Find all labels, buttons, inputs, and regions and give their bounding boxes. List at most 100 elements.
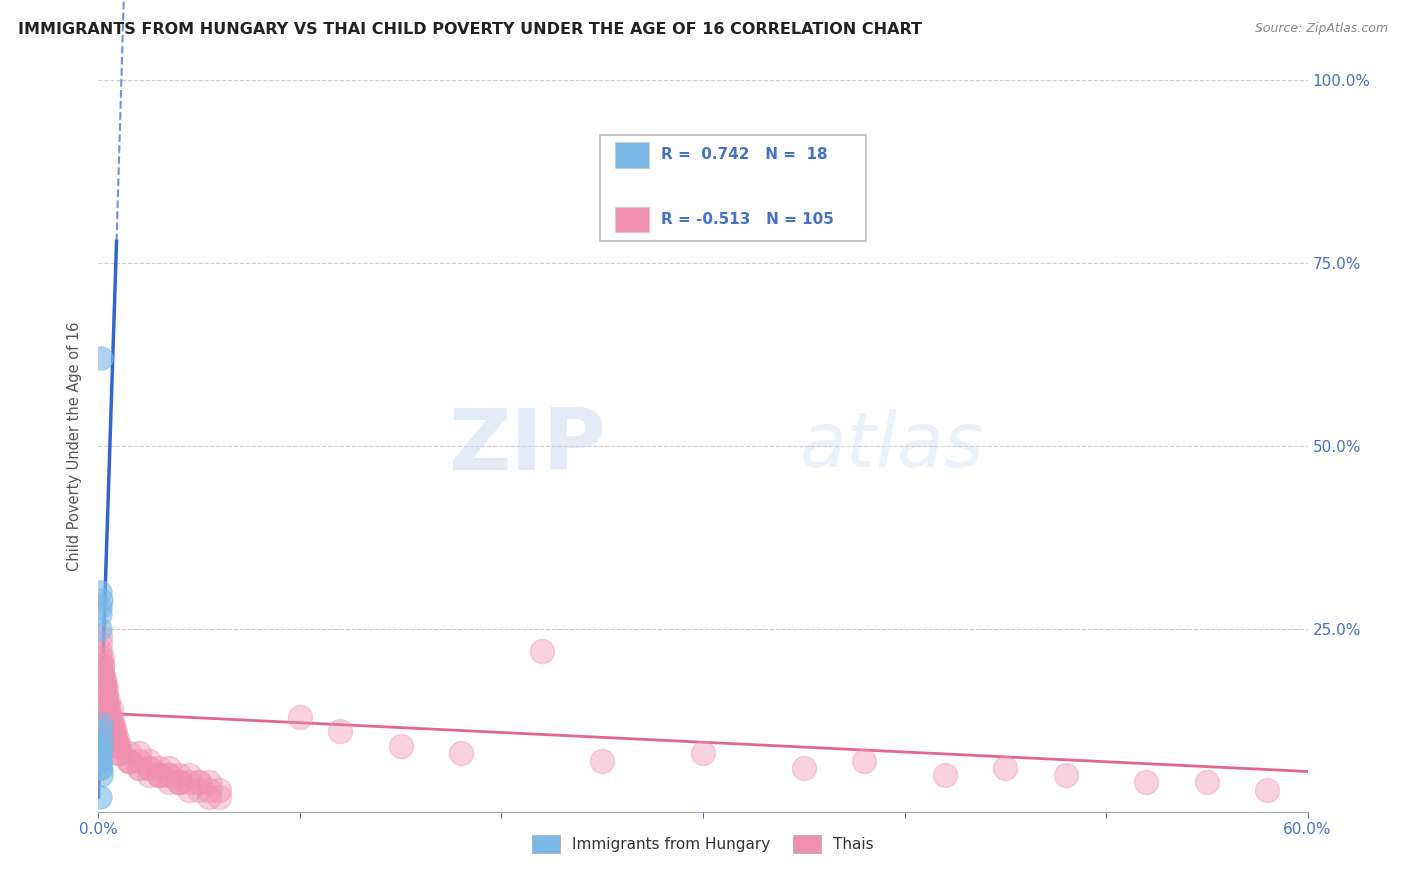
Point [103, 724, 125, 739]
Point [105, 739, 128, 753]
Point [1195, 775, 1218, 789]
Point [118, 746, 141, 760]
Point [450, 746, 472, 760]
Point [157, 775, 180, 789]
Text: R =  0.742   N =  18: R = 0.742 N = 18 [661, 147, 827, 162]
FancyBboxPatch shape [600, 135, 866, 241]
Point [118, 754, 141, 768]
Point [89, 790, 111, 805]
Point [93, 695, 115, 709]
Point [90, 739, 112, 753]
Point [128, 761, 150, 775]
Point [91, 673, 114, 687]
Point [148, 768, 170, 782]
Point [89, 761, 111, 775]
Text: R = -0.513   N = 105: R = -0.513 N = 105 [661, 211, 834, 227]
Point [100, 717, 122, 731]
Point [101, 724, 124, 739]
Point [90, 592, 112, 607]
Point [148, 768, 170, 782]
Point [96, 681, 118, 695]
Point [93, 673, 115, 687]
Point [90, 768, 112, 782]
Point [100, 717, 122, 731]
Point [97, 695, 120, 709]
Point [89, 754, 111, 768]
Point [90, 731, 112, 746]
Point [994, 761, 1017, 775]
Point [288, 709, 311, 723]
Point [107, 746, 129, 760]
Point [157, 768, 180, 782]
Point [91, 651, 114, 665]
Bar [614, 207, 648, 233]
Point [148, 768, 170, 782]
Point [138, 761, 160, 775]
Point [107, 746, 129, 760]
Point [105, 731, 128, 746]
Point [148, 761, 170, 775]
Point [89, 665, 111, 680]
Point [91, 658, 114, 673]
Point [208, 790, 231, 805]
Point [138, 761, 160, 775]
Point [198, 782, 221, 797]
Point [89, 644, 111, 658]
Point [89, 651, 111, 665]
Point [89, 724, 111, 739]
Point [101, 724, 124, 739]
Text: atlas: atlas [800, 409, 984, 483]
Point [89, 629, 111, 643]
Text: Source: ZipAtlas.com: Source: ZipAtlas.com [1254, 22, 1388, 36]
Point [89, 622, 111, 636]
Point [103, 731, 125, 746]
Point [198, 790, 221, 805]
Point [530, 644, 553, 658]
Point [93, 688, 115, 702]
Bar [614, 143, 648, 168]
Point [179, 775, 201, 789]
Point [1135, 775, 1157, 789]
Point [157, 761, 180, 775]
Point [103, 731, 125, 746]
Point [103, 731, 125, 746]
Point [93, 673, 115, 687]
Point [89, 673, 111, 687]
Point [853, 754, 876, 768]
Point [90, 761, 112, 775]
Point [198, 775, 221, 789]
Point [692, 746, 714, 760]
Point [208, 782, 231, 797]
Point [93, 681, 115, 695]
Point [128, 746, 150, 760]
Text: ZIP: ZIP [449, 404, 606, 488]
Point [101, 717, 124, 731]
Point [89, 607, 111, 622]
Point [128, 754, 150, 768]
Point [89, 585, 111, 599]
Point [188, 775, 211, 789]
Point [138, 754, 160, 768]
Point [1256, 782, 1278, 797]
Point [89, 636, 111, 650]
Point [89, 746, 111, 760]
Point [118, 754, 141, 768]
Point [329, 724, 352, 739]
Point [96, 695, 118, 709]
Point [188, 775, 211, 789]
Y-axis label: Child Poverty Under the Age of 16: Child Poverty Under the Age of 16 [67, 321, 83, 571]
Point [90, 717, 112, 731]
Point [105, 739, 128, 753]
Point [93, 681, 115, 695]
Point [96, 688, 118, 702]
Point [97, 709, 120, 723]
Point [179, 768, 201, 782]
Point [96, 702, 118, 716]
Point [89, 754, 111, 768]
Point [91, 665, 114, 680]
Point [118, 754, 141, 768]
Point [96, 695, 118, 709]
Point [97, 702, 120, 716]
Point [89, 599, 111, 614]
Point [89, 746, 111, 760]
